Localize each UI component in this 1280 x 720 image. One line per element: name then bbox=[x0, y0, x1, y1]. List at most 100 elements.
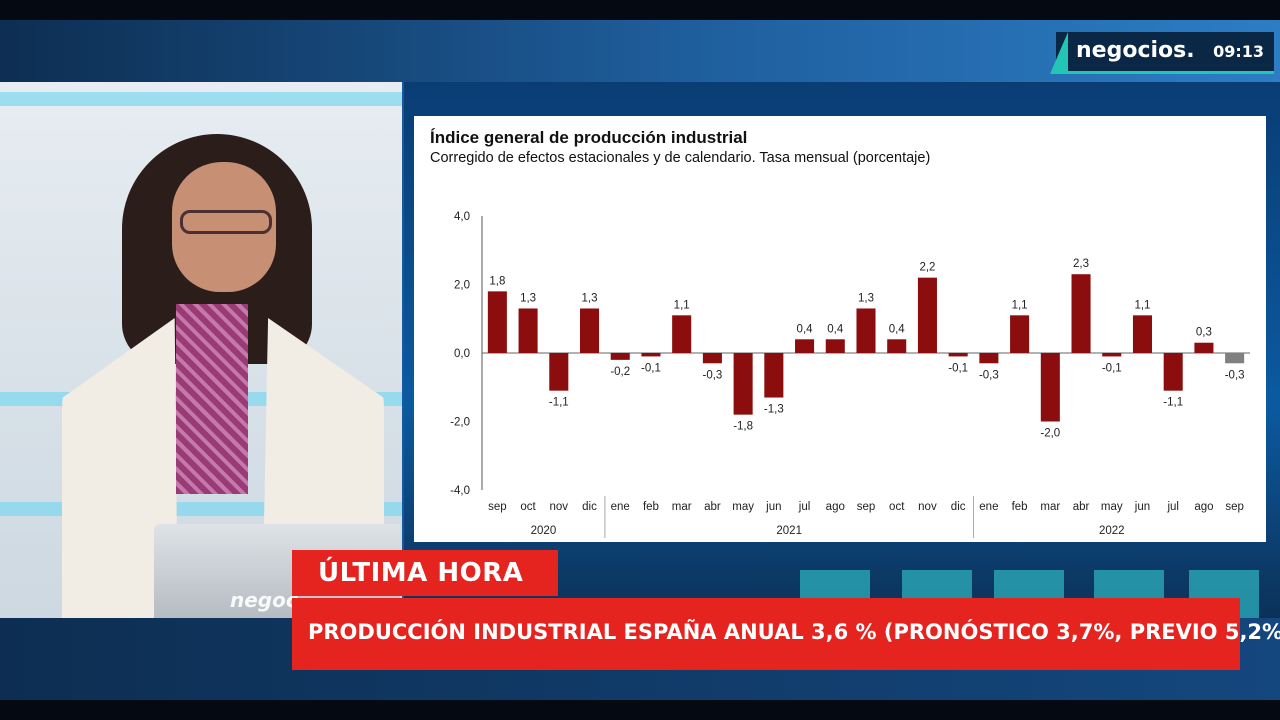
data-label: -0,1 bbox=[948, 362, 968, 374]
bar bbox=[917, 277, 937, 353]
channel-name: negocios. bbox=[1076, 38, 1195, 63]
x-tick-label: jul bbox=[798, 501, 811, 513]
data-label: 2,2 bbox=[919, 262, 935, 274]
data-label: -0,3 bbox=[1225, 369, 1245, 381]
bar bbox=[856, 308, 876, 353]
breaking-news-label: ÚLTIMA HORA bbox=[318, 558, 524, 588]
bar bbox=[487, 291, 507, 353]
bar bbox=[1040, 353, 1060, 422]
bar bbox=[549, 353, 569, 391]
x-tick-label: sep bbox=[1225, 501, 1244, 513]
bar bbox=[1102, 353, 1122, 357]
x-tick-label: ago bbox=[1194, 501, 1213, 513]
data-label: 0,4 bbox=[827, 323, 844, 335]
bar bbox=[825, 339, 845, 353]
laptop-logo: negoc bbox=[230, 588, 298, 612]
x-tick-label: feb bbox=[1012, 501, 1028, 513]
data-label: -0,3 bbox=[979, 369, 999, 381]
data-label: 1,1 bbox=[1012, 299, 1028, 311]
x-tick-label: ago bbox=[826, 501, 845, 513]
data-label: -0,1 bbox=[641, 362, 661, 374]
bar bbox=[795, 339, 815, 353]
bar bbox=[702, 353, 722, 364]
bar bbox=[979, 353, 999, 364]
top-banner: negocios. 09:13 bbox=[0, 20, 1280, 82]
bar bbox=[579, 308, 600, 353]
presenter-glasses bbox=[180, 210, 272, 234]
y-tick-label: -4,0 bbox=[450, 485, 470, 497]
breaking-news-tag: ÚLTIMA HORA bbox=[292, 550, 558, 596]
data-label: 0,4 bbox=[797, 323, 814, 335]
bar bbox=[733, 353, 753, 415]
bar-chart: 4,0 2,0 0,0 -2,0 -4,0 1,8 sep 1,3 oct -1,1 nov 1,3 d… bbox=[450, 211, 1250, 538]
bar bbox=[1010, 315, 1030, 353]
data-label: 1,3 bbox=[582, 292, 598, 304]
x-tick-label: dic bbox=[951, 501, 966, 513]
x-tick-label: feb bbox=[643, 501, 659, 513]
bar bbox=[518, 308, 538, 353]
data-label: 1,1 bbox=[674, 299, 690, 311]
y-tick-label: 4,0 bbox=[454, 211, 470, 223]
data-label: -0,3 bbox=[702, 369, 722, 381]
data-label: -0,1 bbox=[1102, 362, 1122, 374]
data-label: -1,8 bbox=[733, 421, 753, 433]
chart-subtitle: Corregido de efectos estacionales y de c… bbox=[430, 150, 931, 166]
y-tick-label: -2,0 bbox=[450, 417, 470, 429]
bar bbox=[1225, 353, 1245, 364]
x-tick-label: oct bbox=[889, 501, 905, 513]
clock: 09:13 bbox=[1213, 42, 1264, 61]
data-label: -2,0 bbox=[1040, 428, 1060, 440]
x-tick-label: nov bbox=[550, 501, 569, 513]
studio-camera-view: negoc bbox=[0, 82, 402, 618]
bar bbox=[948, 353, 968, 357]
headline-text: PRODUCCIÓN INDUSTRIAL ESPAÑA ANUAL 3,6 %… bbox=[308, 620, 1280, 644]
y-tick-label: 2,0 bbox=[454, 280, 470, 292]
presenter-blouse bbox=[176, 304, 248, 494]
data-label: -0,2 bbox=[610, 366, 630, 378]
x-tick-label: dic bbox=[582, 501, 597, 513]
x-tick-label: mar bbox=[672, 501, 692, 513]
bar bbox=[610, 353, 630, 360]
x-tick-label: may bbox=[732, 501, 754, 513]
x-tick-label: sep bbox=[488, 501, 507, 513]
year-label: 2022 bbox=[1099, 525, 1125, 537]
bar bbox=[1194, 342, 1214, 353]
bar bbox=[672, 315, 692, 353]
x-tick-label: ene bbox=[979, 501, 998, 513]
bar bbox=[887, 339, 907, 353]
headline-ticker: PRODUCCIÓN INDUSTRIAL ESPAÑA ANUAL 3,6 %… bbox=[292, 598, 1280, 670]
bar bbox=[1132, 315, 1153, 353]
x-tick-label: abr bbox=[1073, 501, 1090, 513]
year-label: 2021 bbox=[776, 525, 802, 537]
x-tick-label: oct bbox=[520, 501, 536, 513]
x-tick-label: abr bbox=[704, 501, 721, 513]
bar bbox=[1071, 274, 1091, 353]
data-label: 2,3 bbox=[1073, 258, 1089, 270]
x-tick-label: mar bbox=[1040, 501, 1060, 513]
data-label: 0,4 bbox=[889, 323, 906, 335]
chart-title: Índice general de producción industrial bbox=[430, 128, 748, 147]
x-tick-label: may bbox=[1101, 501, 1123, 513]
data-label: 1,3 bbox=[520, 292, 536, 304]
year-label: 2020 bbox=[531, 525, 557, 537]
data-label: -1,1 bbox=[549, 397, 569, 409]
chart-panel: 4,0 2,0 0,0 -2,0 -4,0 1,8 sep 1,3 oct -1,1 nov 1,3 d… bbox=[414, 116, 1266, 542]
x-tick-label: jun bbox=[1134, 501, 1150, 513]
data-label: -1,1 bbox=[1163, 397, 1183, 409]
channel-logo: negocios. 09:13 bbox=[1050, 32, 1274, 74]
bar bbox=[1163, 353, 1183, 391]
x-tick-label: nov bbox=[918, 501, 937, 513]
logo-accent-shape bbox=[1050, 32, 1068, 74]
data-label: 1,8 bbox=[489, 275, 505, 287]
x-tick-label: jul bbox=[1166, 501, 1179, 513]
bar bbox=[641, 353, 661, 357]
x-tick-label: sep bbox=[857, 501, 876, 513]
bar bbox=[764, 353, 784, 398]
data-label: -1,3 bbox=[764, 404, 784, 416]
data-label: 1,1 bbox=[1134, 299, 1150, 311]
x-tick-label: jun bbox=[765, 501, 781, 513]
data-label: 1,3 bbox=[858, 292, 874, 304]
logo-underline bbox=[1056, 71, 1274, 74]
studio-light-strip bbox=[0, 92, 402, 106]
x-tick-label: ene bbox=[611, 501, 630, 513]
